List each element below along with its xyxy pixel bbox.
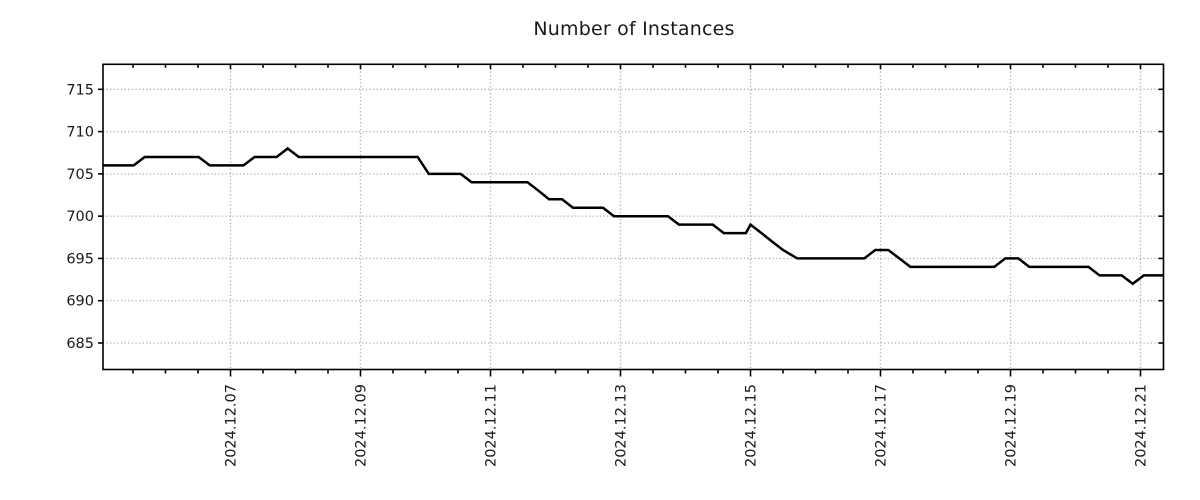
y-tick-label: 715 [66,82,94,98]
y-tick-label: 685 [66,336,94,352]
chart-title: Number of Instances [533,18,735,40]
x-tick-label: 2024.12.09 [354,384,370,467]
x-tick-label: 2024.12.13 [614,384,630,467]
series-line-instances [103,146,1164,286]
tick-label-layer: 685 690 695 700 705 710 715 2024.12.07 2024.12.0… [66,82,1149,467]
x-tick-label: 2024.12.21 [1134,384,1150,467]
y-tick-label: 700 [66,209,94,225]
y-tick-label: 695 [66,251,94,267]
x-tick-label: 2024.12.07 [224,384,240,467]
y-tick-label: 705 [66,167,94,183]
axes-layer [102,63,1165,371]
y-tick-label: 710 [66,125,94,141]
x-tick-label: 2024.12.11 [484,384,500,467]
y-tick-label: 690 [66,294,94,310]
x-tick-label: 2024.12.17 [874,384,890,467]
x-tick-label: 2024.12.15 [744,384,760,467]
series-layer [103,146,1164,286]
x-tick-label: 2024.12.19 [1004,384,1020,467]
tick-layer [98,64,1164,377]
plot-frame [102,63,1165,371]
